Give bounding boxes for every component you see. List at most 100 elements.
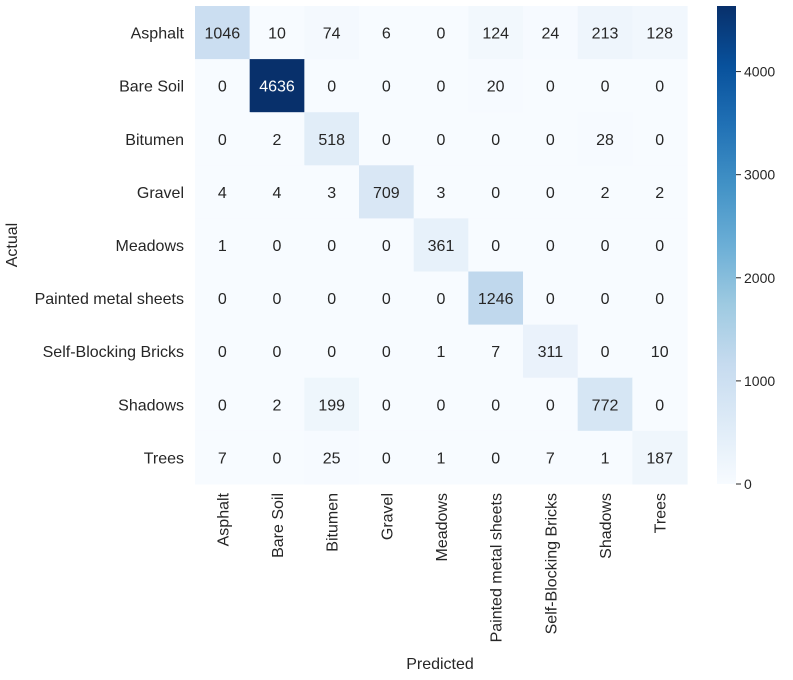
heatmap-cell: [304, 165, 360, 219]
cell-value-label: 0: [327, 238, 336, 255]
heatmap-cell: [359, 6, 415, 60]
cell-value-label: 0: [655, 291, 664, 308]
cell-value-label: 3: [327, 185, 336, 202]
heatmap-cell: [577, 6, 633, 60]
heatmap-cell: [304, 218, 360, 273]
cell-value-label: 199: [318, 397, 345, 414]
cell-value-label: 3: [437, 185, 446, 202]
cell-value-label: 7: [218, 450, 227, 467]
heatmap-cell: [359, 59, 415, 113]
cell-value-label: 2: [273, 397, 282, 414]
heatmap-cell: [195, 59, 251, 113]
heatmap-cell: [468, 324, 524, 379]
heatmap-cell: [359, 324, 415, 379]
heatmap-cell: [413, 165, 469, 219]
heatmap-cell: [523, 377, 579, 432]
heatmap-cell: [249, 6, 305, 60]
cell-value-label: 772: [592, 397, 619, 414]
cell-value-label: 0: [491, 132, 500, 149]
cell-value-label: 709: [373, 185, 400, 202]
cell-value-label: 74: [323, 26, 341, 43]
heatmap-cell: [359, 112, 415, 166]
y-tick-labels: Asphalt Bare Soil Bitumen Gravel Meadows Pain…: [35, 26, 185, 468]
heatmap-cell: [577, 218, 633, 273]
cell-value-label: 0: [437, 132, 446, 149]
cell-value-label: 20: [487, 79, 505, 96]
cell-value-label: 4: [273, 185, 282, 202]
colorbar-ticks: 0 1000 2000 3000 4000: [736, 64, 775, 492]
heatmap-cell: [523, 59, 579, 113]
heatmap-cell: [413, 59, 469, 113]
x-tick-label: Painted metal sheets: [489, 493, 506, 642]
cell-value-label: 1246: [478, 291, 514, 308]
cell-value-label: 0: [655, 397, 664, 414]
cell-value-label: 0: [382, 238, 391, 255]
heatmap-cell: [249, 59, 305, 113]
cell-value-label: 0: [491, 185, 500, 202]
cell-value-label: 0: [437, 397, 446, 414]
heatmap-cell: [304, 59, 360, 113]
cell-value-label: 213: [592, 26, 619, 43]
cell-value-label: 7: [546, 450, 555, 467]
heatmap-cell: [359, 218, 415, 273]
cell-value-label: 4636: [259, 79, 295, 96]
heatmap-cells: [195, 6, 688, 485]
heatmap-cell: [468, 377, 524, 432]
heatmap-cell: [249, 324, 305, 379]
x-tick-label: Bare Soil: [270, 493, 287, 558]
cell-value-label: 0: [382, 291, 391, 308]
heatmap-cell: [304, 430, 360, 485]
heatmap-cell: [577, 377, 633, 432]
heatmap-cell: [468, 430, 524, 485]
cell-value-label: 0: [546, 238, 555, 255]
heatmap-cell: [577, 112, 633, 166]
y-tick-label: Self-Blocking Bricks: [43, 344, 184, 361]
heatmap-cell: [249, 377, 305, 432]
cell-value-label: 361: [428, 238, 455, 255]
cell-value-label: 1: [601, 450, 610, 467]
x-axis-label: Predicted: [406, 656, 474, 673]
cell-value-label: 0: [218, 397, 227, 414]
cell-value-label: 0: [327, 291, 336, 308]
heatmap-cell: [249, 218, 305, 273]
heatmap-cell: [468, 218, 524, 273]
cell-value-label: 0: [546, 132, 555, 149]
colorbar-tick-label: 0: [744, 476, 752, 492]
cell-value-label: 0: [382, 450, 391, 467]
cell-value-label: 0: [382, 132, 391, 149]
cell-value-label: 0: [655, 79, 664, 96]
cell-value-label: 0: [273, 238, 282, 255]
heatmap-cell: [249, 165, 305, 219]
x-tick-label: Asphalt: [215, 492, 232, 546]
cell-value-label: 0: [273, 450, 282, 467]
cell-value-label: 4: [218, 185, 227, 202]
colorbar-tick-label: 4000: [744, 64, 775, 80]
heatmap-cell: [523, 6, 579, 60]
cell-value-label: 24: [541, 26, 559, 43]
cell-value-label: 1: [437, 450, 446, 467]
x-tick-label: Trees: [653, 493, 670, 533]
x-tick-label: Shadows: [598, 493, 615, 559]
x-tick-label: Gravel: [379, 493, 396, 540]
heatmap-cell: [413, 430, 469, 485]
cell-value-label: 0: [546, 291, 555, 308]
heatmap-cell: [523, 271, 579, 326]
heatmap-cell: [632, 377, 688, 432]
heatmap-cell: [523, 165, 579, 219]
cell-value-label: 0: [491, 450, 500, 467]
heatmap-cell: [304, 271, 360, 326]
cell-value-label: 0: [218, 132, 227, 149]
y-tick-label: Trees: [144, 450, 184, 467]
cell-value-label: 128: [646, 26, 673, 43]
heatmap-cell: [195, 218, 251, 273]
cell-value-label: 0: [273, 291, 282, 308]
y-tick-label: Asphalt: [131, 26, 185, 43]
cell-value-label: 187: [646, 450, 673, 467]
heatmap-cell: [468, 165, 524, 219]
heatmap-cell: [632, 112, 688, 166]
cell-value-label: 2: [273, 132, 282, 149]
cell-value-label: 0: [601, 238, 610, 255]
heatmap-cell: [359, 165, 415, 219]
heatmap-cell: [577, 430, 633, 485]
